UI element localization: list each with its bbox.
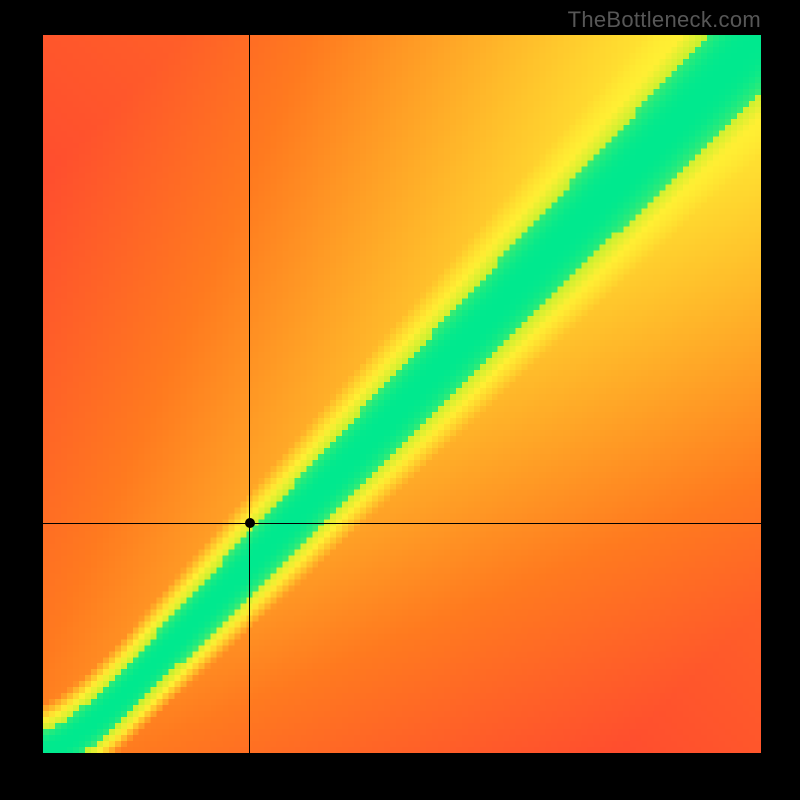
bottleneck-heatmap [43,35,761,753]
watermark-label: TheBottleneck.com [568,7,761,33]
crosshair-vertical [249,35,250,753]
crosshair-horizontal [43,523,761,524]
crosshair-marker [245,518,255,528]
